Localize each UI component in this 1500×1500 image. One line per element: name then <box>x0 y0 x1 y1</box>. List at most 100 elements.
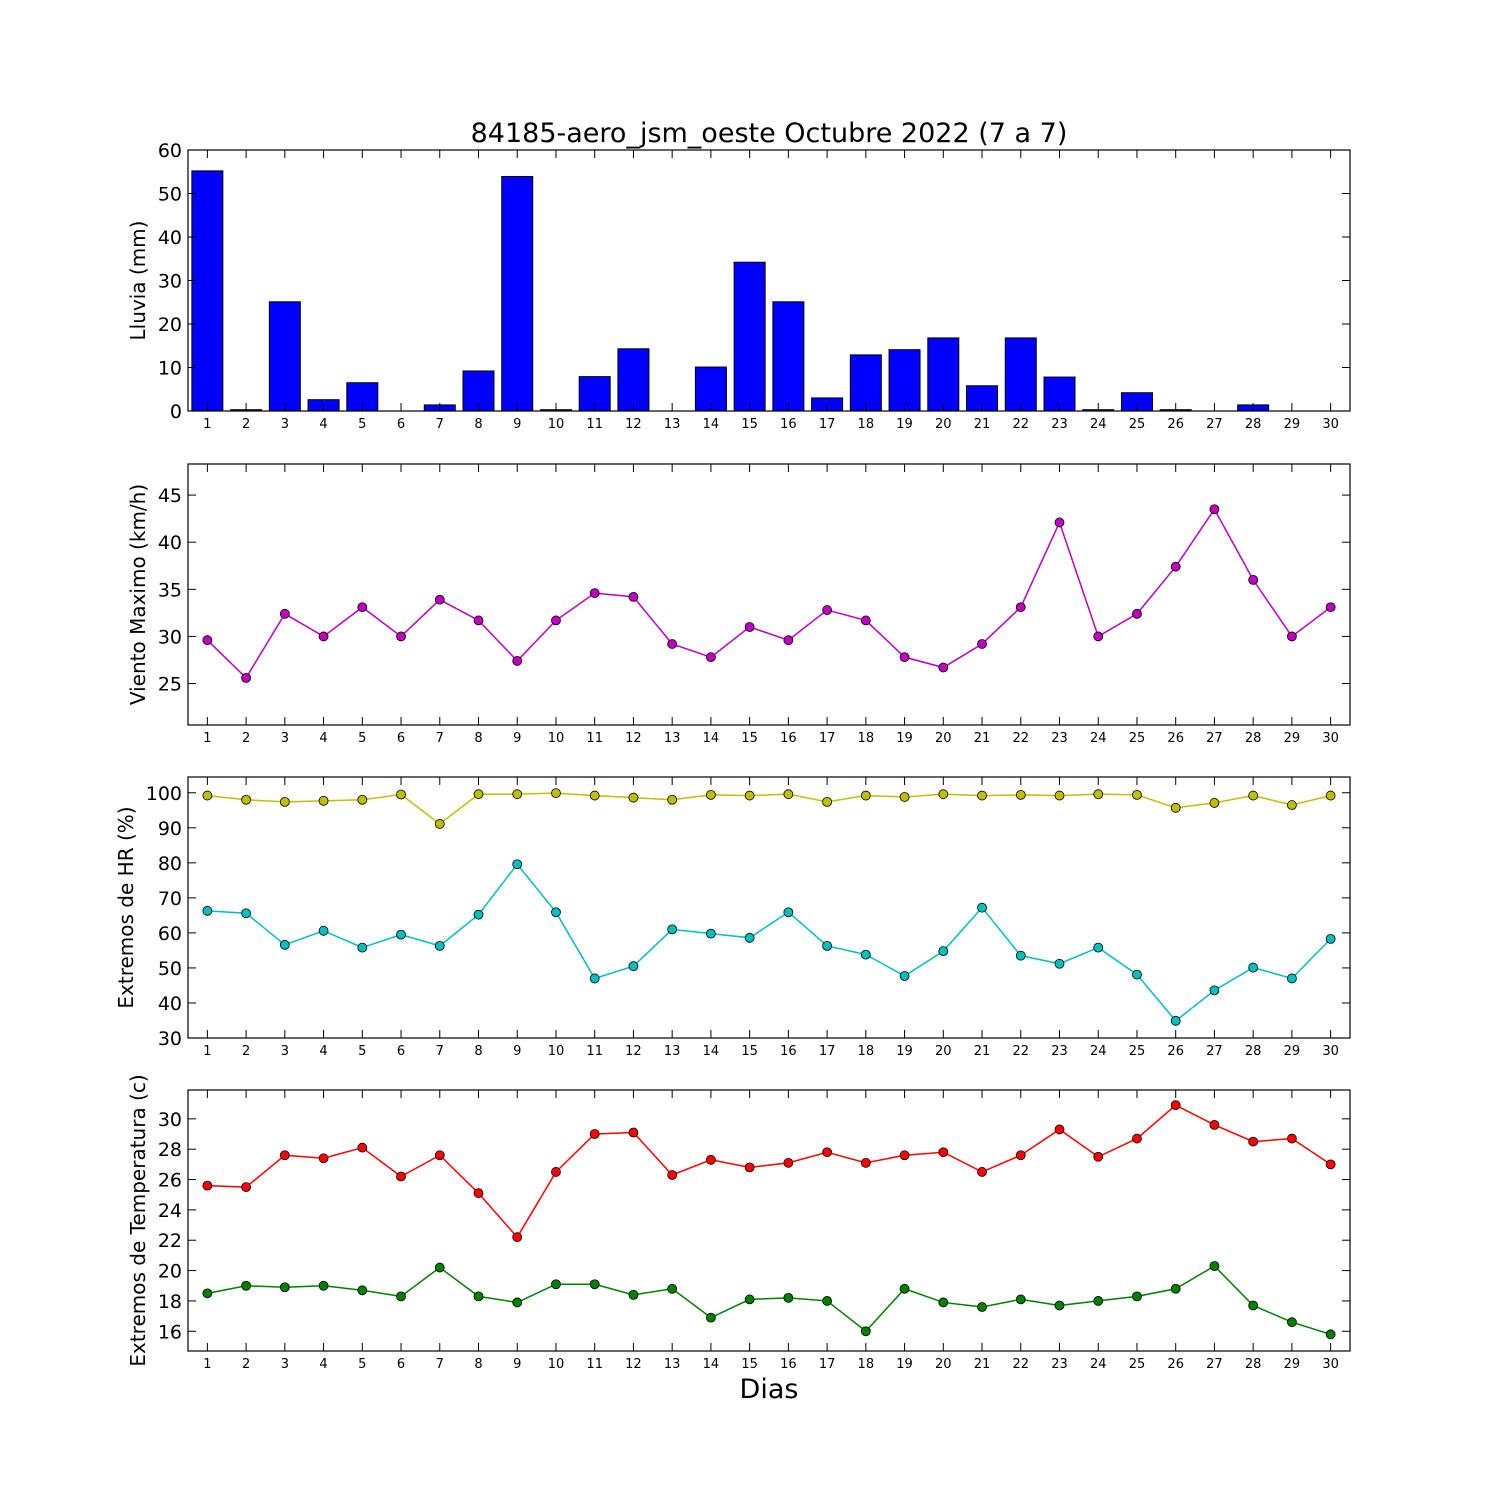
point-series-1-day-29 <box>1287 1133 1297 1144</box>
x-tick-label: 8 <box>474 417 482 432</box>
point-series-2-day-21 <box>977 1302 987 1312</box>
point-series-2-day-1 <box>202 905 213 916</box>
series-line-1 <box>206 507 1332 680</box>
x-tick-label: 5 <box>358 417 366 432</box>
point-series-2-day-12 <box>628 1289 639 1300</box>
point-series-2-day-17 <box>822 940 832 951</box>
x-tick-label: 20 <box>935 731 952 746</box>
x-tick-label: 6 <box>397 731 405 746</box>
x-tick-label: 27 <box>1206 1357 1223 1372</box>
y-tick-label: 16 <box>158 1321 182 1343</box>
x-tick-label: 3 <box>281 731 289 746</box>
x-tick-label: 2 <box>242 1044 250 1059</box>
x-tick-label: 17 <box>819 1044 836 1059</box>
y-tick-label: 20 <box>158 314 182 336</box>
point-series-1-day-22 <box>1015 1150 1026 1161</box>
figure-title: 84185-aero_jsm_oeste Octubre 2022 (7 a 7… <box>471 118 1068 149</box>
x-tick-label: 15 <box>741 417 758 432</box>
x-tick-label: 13 <box>664 731 681 746</box>
series-line-2 <box>207 1265 1331 1336</box>
x-tick-label: 8 <box>474 1044 482 1059</box>
point-series-2-day-15 <box>744 1294 755 1305</box>
point-series-1-day-7 <box>434 1150 445 1161</box>
point-series-2-day-9 <box>512 1297 523 1308</box>
point-series-1-day-28 <box>1248 1136 1259 1147</box>
x-tick-label: 8 <box>474 731 482 746</box>
bar-day-16 <box>772 301 805 412</box>
x-tick-label: 26 <box>1167 417 1184 432</box>
x-tick-label: 29 <box>1284 1357 1301 1372</box>
point-series-2-day-16 <box>783 1292 794 1303</box>
x-tick-label: 24 <box>1090 731 1107 746</box>
point-series-1-day-13 <box>667 1170 678 1180</box>
point-series-1-day-8 <box>473 1188 484 1199</box>
x-tick-label: 23 <box>1051 1044 1068 1059</box>
point-series-1-day-23 <box>1054 1124 1065 1135</box>
point-series-1-day-24 <box>1093 631 1104 642</box>
point-series-2-day-26 <box>1170 1015 1181 1026</box>
y-tick-label: 50 <box>158 184 182 206</box>
x-tick-label: 12 <box>625 1044 642 1059</box>
x-tick-label: 4 <box>319 731 327 746</box>
point-series-1-day-17 <box>822 1147 832 1158</box>
plot-frame <box>187 776 1351 1039</box>
point-series-1-day-8 <box>473 789 484 800</box>
point-series-2-day-4 <box>318 1280 329 1291</box>
x-tick-label: 22 <box>1012 731 1029 746</box>
y-tick-label: 25 <box>158 674 182 696</box>
point-series-1-day-18 <box>860 790 871 801</box>
x-tick-label: 24 <box>1090 417 1107 432</box>
x-tick-label: 21 <box>974 1044 991 1059</box>
x-tick-label: 1 <box>203 417 211 432</box>
point-series-2-day-30 <box>1325 1329 1336 1340</box>
x-tick-label: 21 <box>974 1357 991 1372</box>
point-series-2-day-7 <box>434 1262 445 1273</box>
x-tick-label: 11 <box>586 1044 603 1059</box>
point-series-2-day-3 <box>279 939 290 950</box>
x-tick-label: 27 <box>1206 731 1223 746</box>
point-series-2-day-10 <box>551 1279 561 1290</box>
point-series-2-day-28 <box>1248 1300 1259 1311</box>
point-series-2-day-2 <box>241 908 252 919</box>
point-series-2-day-27 <box>1209 1261 1220 1271</box>
x-tick-label: 13 <box>664 417 681 432</box>
point-series-1-day-30 <box>1325 790 1336 801</box>
x-tick-label: 24 <box>1090 1357 1107 1372</box>
x-tick-label: 5 <box>358 1357 366 1372</box>
point-series-1-day-9 <box>512 1232 523 1243</box>
point-series-1-day-26 <box>1170 1100 1181 1111</box>
x-tick-label: 9 <box>513 1044 521 1059</box>
y-tick-label: 28 <box>158 1139 182 1161</box>
x-tick-label: 10 <box>548 1044 565 1059</box>
x-tick-label: 23 <box>1051 731 1068 746</box>
x-tick-label: 4 <box>319 1044 327 1059</box>
point-series-1-day-11 <box>589 790 600 801</box>
x-tick-label: 6 <box>397 1357 405 1372</box>
bar-day-15 <box>733 261 766 412</box>
point-series-2-day-4 <box>318 925 329 936</box>
point-series-1-day-12 <box>628 1127 639 1138</box>
x-tick-label: 22 <box>1012 1357 1029 1372</box>
x-tick-label: 28 <box>1245 1357 1262 1372</box>
x-tick-label: 23 <box>1051 1357 1068 1372</box>
x-tick-label: 22 <box>1012 1044 1029 1059</box>
point-series-1-day-25 <box>1132 608 1142 619</box>
x-tick-label: 27 <box>1206 417 1223 432</box>
x-tick-label: 25 <box>1129 417 1146 432</box>
x-tick-label: 16 <box>780 1044 797 1059</box>
point-series-1-day-1 <box>202 1180 213 1191</box>
point-series-1-day-16 <box>783 789 794 800</box>
x-tick-label: 7 <box>436 417 444 432</box>
y-axis-label: Viento Maximo (km/h) <box>126 484 150 705</box>
x-tick-label: 18 <box>858 1357 875 1372</box>
plot-frame <box>187 463 1351 726</box>
x-tick-label: 29 <box>1284 1044 1301 1059</box>
point-series-2-day-21 <box>977 902 987 913</box>
bar-day-18 <box>849 354 882 412</box>
point-series-1-day-6 <box>396 789 406 800</box>
point-series-2-day-7 <box>434 940 445 951</box>
x-tick-label: 9 <box>513 1357 521 1372</box>
point-series-1-day-11 <box>589 588 600 598</box>
